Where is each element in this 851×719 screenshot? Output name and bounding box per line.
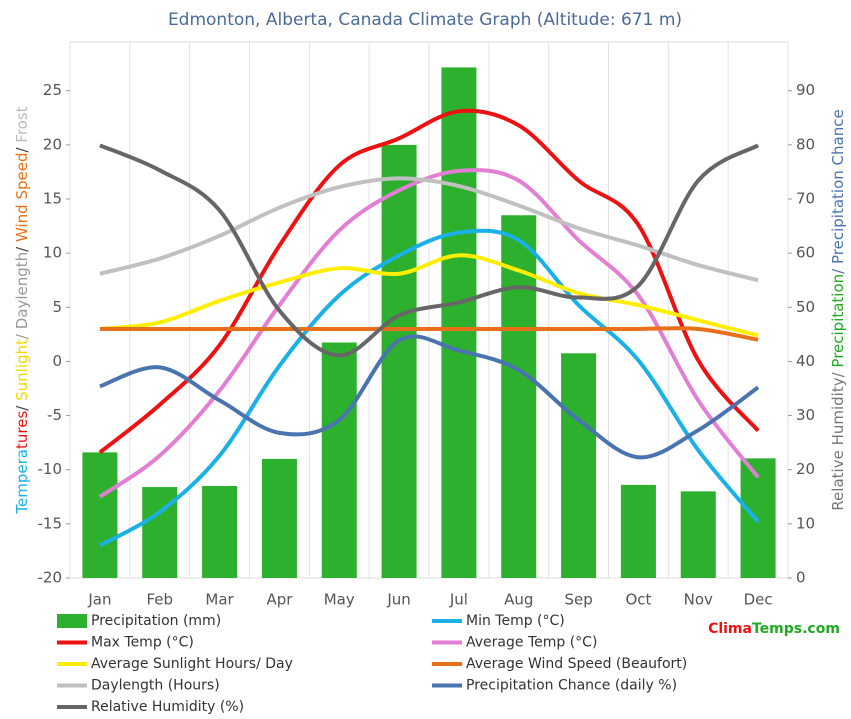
chart-title: Edmonton, Alberta, Canada Climate Graph … [168,10,682,30]
y-axis-title-part: / Daylength [13,252,31,339]
y-tick-label: 20 [43,135,62,153]
line [99,253,759,338]
line [99,326,759,342]
legend-label: Precipitation Chance (daily %) [466,678,677,694]
y2-axis-title: Relative Humidity/ Precipitation/ Precip… [829,109,847,510]
x-tick-label: Jan [87,591,111,609]
y-axis-title-part: / [13,401,31,411]
bar [620,484,656,578]
y2-axis-title-part: / Precipitation Chance [829,109,847,274]
y-axis-title-part: Tempera [13,449,31,515]
y-tick-label: 15 [43,190,62,208]
legend-label: Max Temp (°C) [91,635,194,651]
bar [202,485,238,578]
y-axis-title-part: / [13,242,31,252]
y2-tick-label: 10 [796,514,815,532]
x-tick-label: Feb [146,591,173,609]
bar [740,458,776,578]
y-axis-title: Temperatures/ Sunlight/ Daylength/ Wind … [13,106,31,514]
x-tick-label: Apr [266,591,293,609]
bar [441,67,477,578]
x-tick-label: May [324,591,355,609]
y2-tick-label: 40 [796,352,815,370]
legend-label: Average Temp (°C) [466,635,597,651]
legend-label: Precipitation (mm) [91,613,221,629]
line [99,176,759,283]
y-tick-label: 10 [43,244,62,262]
line [98,168,760,499]
y-axis-title-part: Sunlight [13,339,31,401]
x-tick-label: Oct [625,591,651,609]
bar [321,342,357,578]
y2-tick-label: 60 [796,244,815,262]
bar [561,353,597,578]
line [98,228,760,548]
x-tick-label: Aug [504,591,533,609]
y2-tick-label: 90 [796,81,815,99]
y-axis-title-part: / [13,143,31,153]
legend-swatch [57,614,87,628]
line [99,143,760,358]
line [99,334,760,460]
y2-tick-label: 80 [796,135,815,153]
y-tick-label: 25 [43,81,62,99]
x-tick-label: Nov [684,591,713,609]
y-axis-title-part: tures [13,411,31,449]
bar [680,491,716,578]
y-tick-label: 0 [52,352,62,370]
y2-axis-title-part: Precipitation [829,274,847,368]
x-tick-label: Sep [564,591,592,609]
y2-tick-label: 0 [796,569,806,587]
y2-tick-label: 50 [796,298,815,316]
x-tick-label: Jul [449,591,468,609]
legend-label: Min Temp (°C) [466,613,565,629]
y2-tick-label: 70 [796,190,815,208]
x-tick-label: Jun [386,591,410,609]
y-tick-label: -20 [38,569,63,587]
y-axis-title-part: Frost [13,106,31,142]
bar [381,144,417,578]
legend-label: Daylength (Hours) [91,678,220,694]
bar [261,458,297,578]
legend-label: Relative Humidity (%) [91,699,244,715]
watermark: ClimaTemps.com [708,621,840,637]
y-tick-label: 5 [52,298,62,316]
y2-tick-label: 20 [796,460,815,478]
y-axis-title-part: Wind Speed [13,153,31,243]
watermark-part: Temps.com [752,621,840,637]
bar [82,452,118,578]
y-tick-label: -10 [38,460,63,478]
y2-tick-label: 30 [796,406,815,424]
x-tick-label: Mar [205,591,234,609]
legend-label: Average Wind Speed (Beaufort) [466,656,687,672]
watermark-part: Clima [708,621,752,637]
x-tick-label: Dec [744,591,773,609]
y-tick-label: -15 [38,514,63,532]
y2-axis-title-part: Relative Humidity/ [829,368,847,511]
y-tick-label: -5 [47,406,62,424]
legend-label: Average Sunlight Hours/ Day [91,656,293,672]
